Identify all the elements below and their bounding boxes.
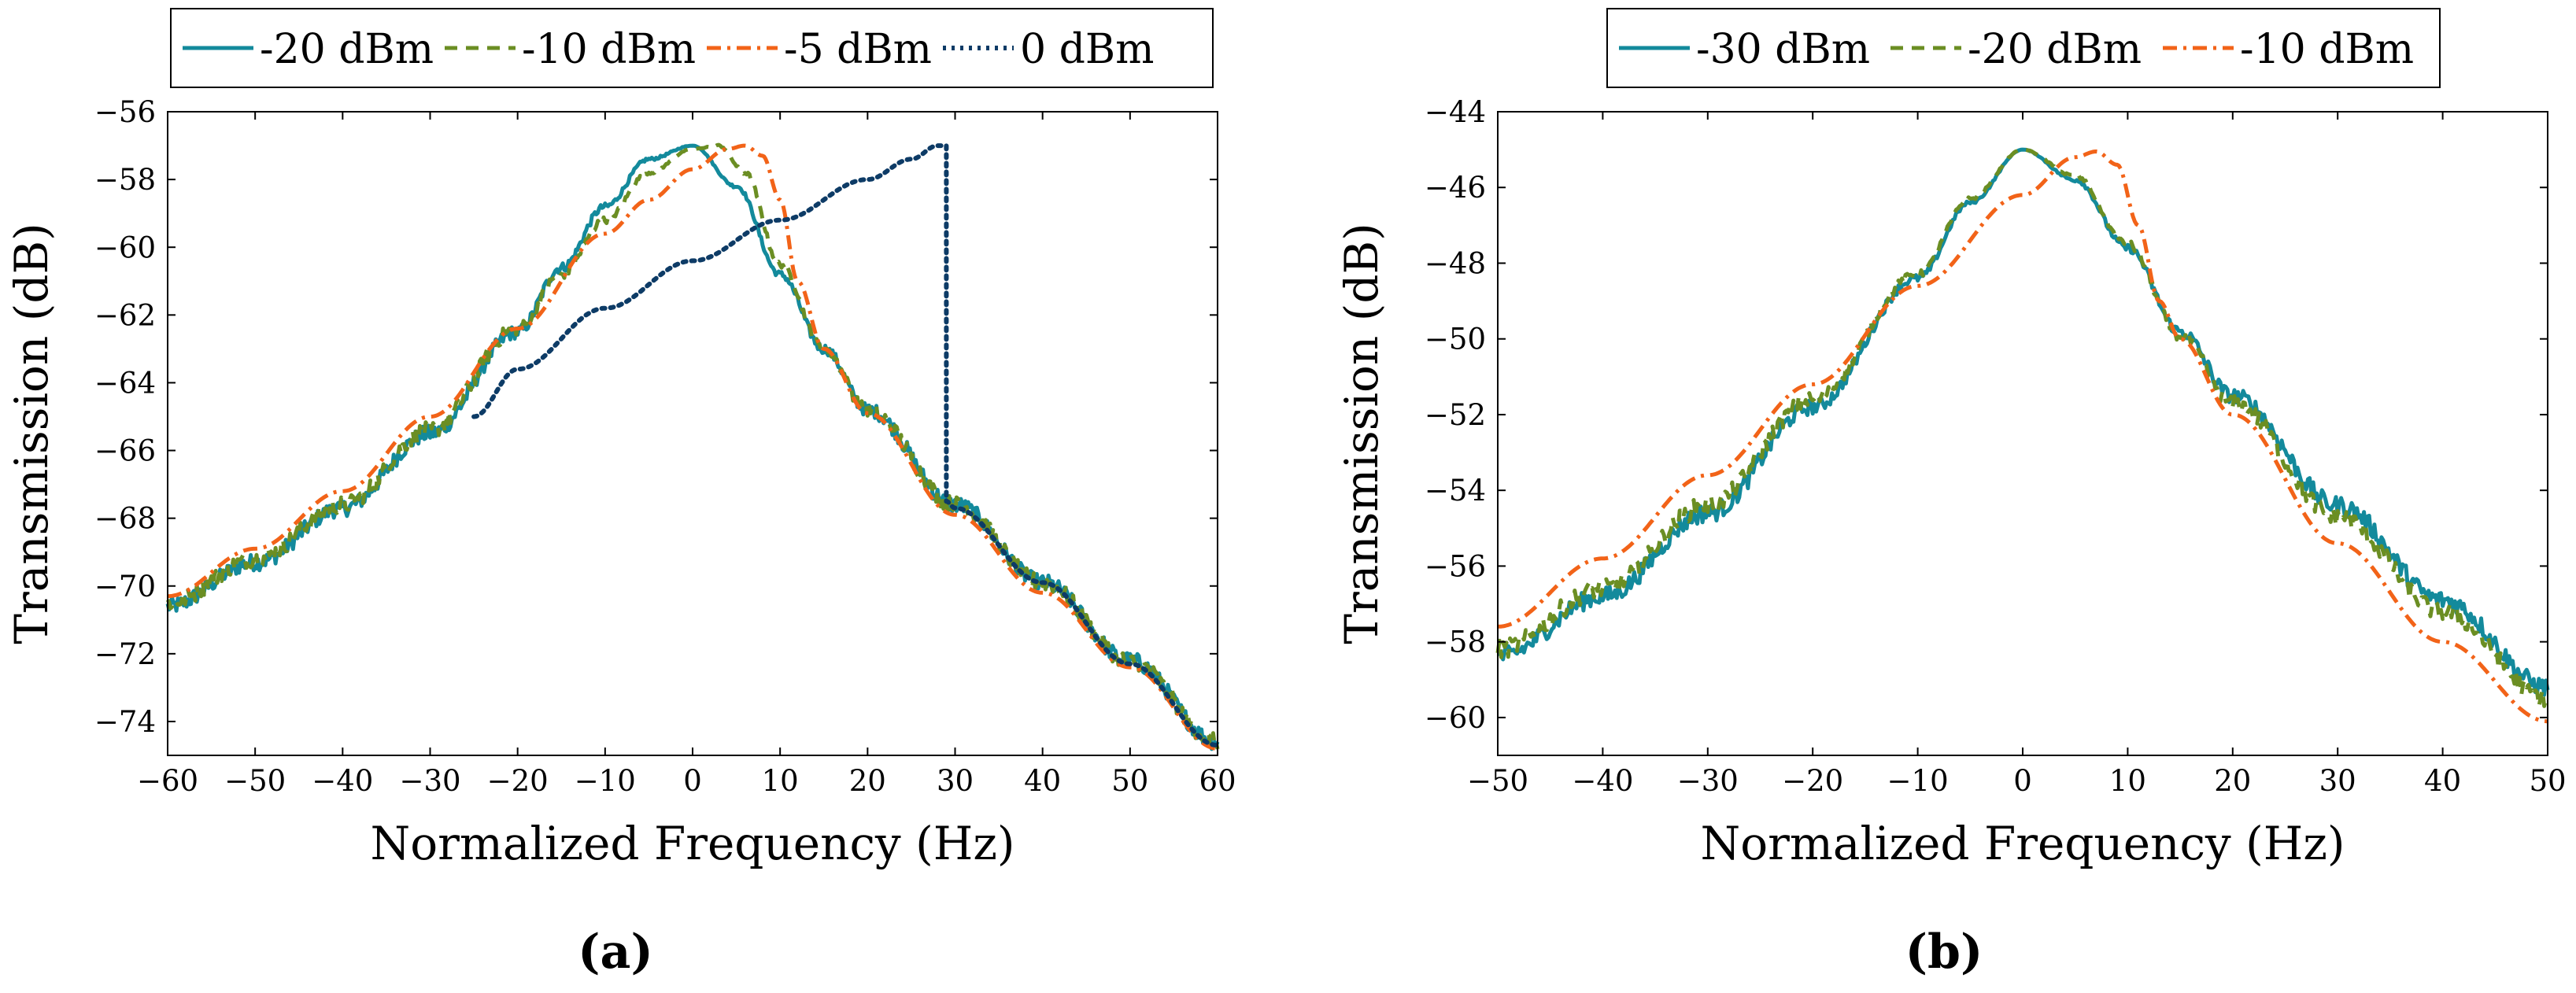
chart-a-xtick-label: −30 xyxy=(399,764,460,798)
chart-b-xtick-label: −50 xyxy=(1467,764,1528,798)
chart-a-ytick-label: −68 xyxy=(94,502,156,536)
chart-a-xtick-label: 40 xyxy=(1024,764,1061,798)
chart-a-legend-label: -5 dBm xyxy=(784,26,932,73)
chart-b-xtick-label: 50 xyxy=(2529,764,2566,798)
chart-b-x-axis-title: Normalized Frequency (Hz) xyxy=(1700,817,2345,870)
chart-b-y-axis-title: Transmission (dB) xyxy=(1335,223,1388,644)
series-line--20-dBm xyxy=(1498,150,2548,707)
chart-a-ytick-label: −66 xyxy=(94,434,156,468)
chart-b-xtick-label: 10 xyxy=(2109,764,2146,798)
series-line--5-dBm xyxy=(168,146,1218,748)
chart-b-ytick-label: −50 xyxy=(1425,323,1486,356)
chart-b-series xyxy=(1498,150,2548,722)
chart-b-plot-frame xyxy=(1498,112,2548,755)
chart-a-xtick-label: −10 xyxy=(575,764,636,798)
chart-b-xtick-label: −20 xyxy=(1782,764,1843,798)
chart-b: −50 −40 −30 −20 −10 0 10 20 30 40 50 −60… xyxy=(1335,9,2567,980)
chart-b-legend: -30 dBm -20 dBm -10 dBm xyxy=(1607,9,2440,87)
chart-a-xtick-label: 30 xyxy=(937,764,974,798)
chart-a-ytick-label: −60 xyxy=(94,231,156,264)
chart-a-ytick-label: −64 xyxy=(94,367,156,401)
chart-a-y-tick-labels: −74 −72 −70 −68 −66 −64 −62 −60 −58 −56 xyxy=(94,95,156,739)
figure: −60 −50 −40 −30 −20 −10 0 10 20 30 40 50… xyxy=(0,0,2576,993)
series-line--30-dBm xyxy=(1498,150,2548,695)
chart-b-ytick-label: −44 xyxy=(1425,95,1486,129)
chart-a-plot-frame xyxy=(168,112,1218,755)
series-line--10-dBm xyxy=(1498,152,2548,722)
chart-a-legend-label: -10 dBm xyxy=(522,26,696,73)
chart-b-legend-label: -10 dBm xyxy=(2240,26,2414,73)
chart-a-ytick-label: −74 xyxy=(94,705,156,739)
chart-a-ytick-label: −70 xyxy=(94,570,156,604)
chart-b-ytick-label: −52 xyxy=(1425,398,1486,432)
chart-b-xtick-label: −40 xyxy=(1572,764,1633,798)
chart-b-ytick-label: −56 xyxy=(1425,549,1486,583)
chart-a-legend: -20 dBm -10 dBm -5 dBm 0 dBm xyxy=(171,9,1213,87)
chart-b-ytick-label: −46 xyxy=(1425,171,1486,205)
chart-b-xtick-label: 20 xyxy=(2214,764,2251,798)
chart-a-ticks xyxy=(168,112,1218,755)
chart-a-ytick-label: −72 xyxy=(94,637,156,671)
chart-a-xtick-label: −20 xyxy=(487,764,549,798)
series-line--20-dBm xyxy=(168,146,1218,749)
chart-a-panel-label: (a) xyxy=(578,925,653,980)
chart-b-xtick-label: −30 xyxy=(1677,764,1739,798)
chart-a-ytick-label: −58 xyxy=(94,163,156,197)
series-line--10-dBm xyxy=(168,145,1218,749)
chart-a-x-tick-labels: −60 −50 −40 −30 −20 −10 0 10 20 30 40 50… xyxy=(137,764,1236,798)
chart-a-x-axis-title: Normalized Frequency (Hz) xyxy=(370,817,1015,870)
chart-b-y-tick-labels: −60 −58 −56 −54 −52 −50 −48 −46 −44 xyxy=(1425,95,1486,735)
chart-a: −60 −50 −40 −30 −20 −10 0 10 20 30 40 50… xyxy=(5,9,1236,980)
chart-a-ytick-label: −62 xyxy=(94,298,156,332)
chart-a-series xyxy=(168,145,1218,749)
chart-b-ytick-label: −48 xyxy=(1425,246,1486,280)
chart-b-panel-label: (b) xyxy=(1905,925,1983,980)
chart-b-ytick-label: −60 xyxy=(1425,701,1486,735)
chart-b-xtick-label: 40 xyxy=(2424,764,2461,798)
chart-a-ytick-label: −56 xyxy=(94,95,156,129)
chart-b-legend-label: -30 dBm xyxy=(1696,26,1870,73)
chart-a-xtick-label: −50 xyxy=(224,764,286,798)
chart-a-xtick-label: 20 xyxy=(849,764,886,798)
chart-b-xtick-label: 0 xyxy=(2013,764,2032,798)
chart-b-xtick-label: −10 xyxy=(1887,764,1949,798)
chart-a-xtick-label: −40 xyxy=(312,764,373,798)
chart-a-y-axis-title: Transmission (dB) xyxy=(5,223,58,644)
chart-b-xtick-label: 30 xyxy=(2319,764,2356,798)
chart-a-xtick-label: 60 xyxy=(1199,764,1236,798)
chart-b-ytick-label: −54 xyxy=(1425,474,1486,508)
chart-b-x-tick-labels: −50 −40 −30 −20 −10 0 10 20 30 40 50 xyxy=(1467,764,2567,798)
chart-a-xtick-label: 10 xyxy=(762,764,799,798)
chart-a-xtick-label: −60 xyxy=(137,764,198,798)
chart-a-legend-label: 0 dBm xyxy=(1020,26,1154,73)
chart-a-legend-label: -20 dBm xyxy=(260,26,434,73)
chart-a-xtick-label: 0 xyxy=(683,764,702,798)
chart-b-ytick-label: −58 xyxy=(1425,626,1486,659)
chart-b-legend-label: -20 dBm xyxy=(1968,26,2142,73)
chart-a-xtick-label: 50 xyxy=(1111,764,1148,798)
chart-b-ticks xyxy=(1498,112,2548,755)
